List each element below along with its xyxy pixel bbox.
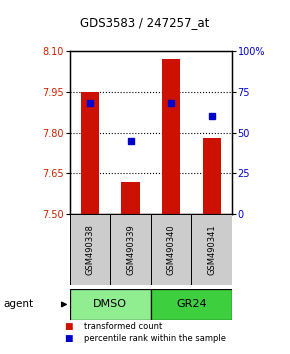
Text: GSM490338: GSM490338 (85, 224, 95, 275)
Bar (110, 214, 151, 285)
Text: transformed count: transformed count (84, 322, 162, 331)
Text: DMSO: DMSO (93, 299, 127, 309)
Bar (121, 182, 140, 214)
Text: GSM490340: GSM490340 (166, 224, 176, 275)
Text: GSM490341: GSM490341 (207, 224, 216, 275)
Bar (70, 214, 110, 285)
Text: ■: ■ (64, 322, 72, 331)
Text: agent: agent (3, 299, 33, 309)
Text: ■: ■ (64, 334, 72, 343)
Bar (202, 138, 221, 214)
Bar (151, 214, 191, 285)
Text: GSM490339: GSM490339 (126, 224, 135, 275)
Text: percentile rank within the sample: percentile rank within the sample (84, 334, 226, 343)
Bar (191, 214, 232, 285)
Bar (81, 92, 99, 214)
Text: GR24: GR24 (176, 299, 207, 309)
Text: GDS3583 / 247257_at: GDS3583 / 247257_at (80, 17, 210, 29)
Bar (151, 289, 232, 320)
Bar (162, 59, 180, 214)
Bar (70, 289, 151, 320)
